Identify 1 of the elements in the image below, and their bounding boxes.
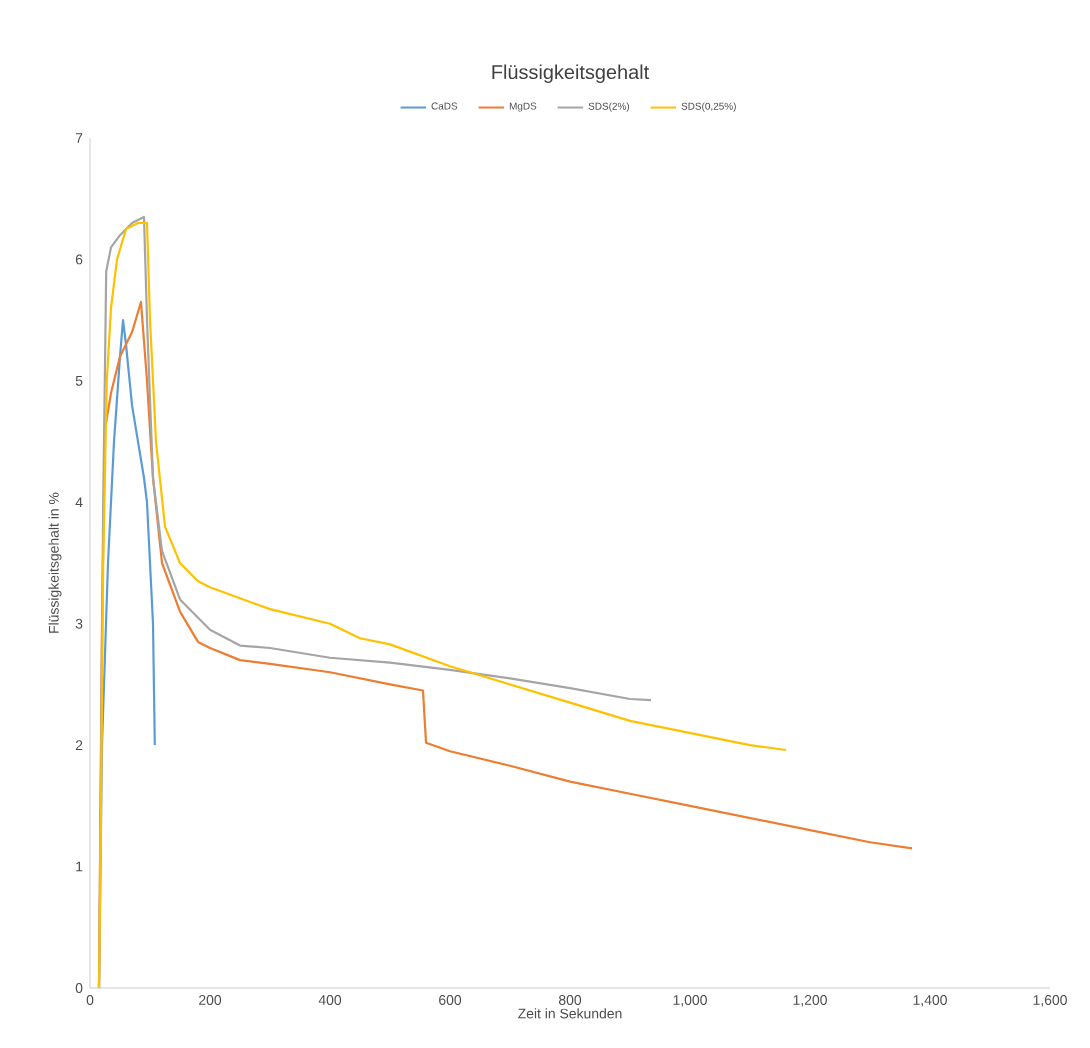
chart-title: Flüssigkeitsgehalt <box>492 64 650 83</box>
